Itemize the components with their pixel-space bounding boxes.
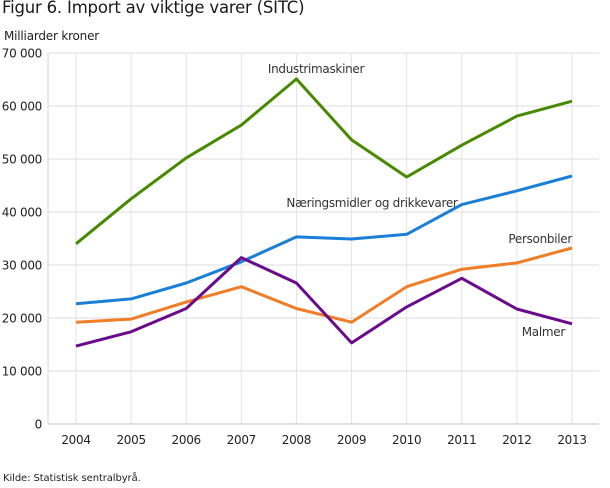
series-label: Personbiler — [508, 232, 572, 246]
series-lines — [75, 77, 573, 348]
x-tick-label: 2012 — [502, 433, 531, 447]
y-tick-label: 30 000 — [2, 259, 42, 273]
series-line-industrimaskiner — [75, 77, 573, 245]
axes — [47, 53, 599, 425]
series-labels: Industrimaskiner Næringsmidler og drikkev… — [268, 62, 573, 339]
y-tick-label: 0 — [35, 418, 42, 432]
y-tick-label: 40 000 — [2, 206, 42, 220]
x-tick-label: 2011 — [447, 433, 476, 447]
y-tick-label: 20 000 — [2, 312, 42, 326]
series-line-næringsmidler-og-drikkevarer — [75, 174, 573, 306]
x-tick-label: 2008 — [282, 433, 311, 447]
series-line-malmer — [75, 256, 573, 348]
x-tick-label: 2010 — [392, 433, 421, 447]
y-axis-unit-label: Milliarder kroner — [4, 29, 99, 43]
series-label: Næringsmidler og drikkevarer — [286, 196, 458, 210]
y-tick-label: 50 000 — [2, 153, 42, 167]
y-tick-labels: 0 10 000 20 000 30 000 40 000 50 000 60 000 70 … — [2, 47, 43, 432]
x-tick-label: 2005 — [116, 433, 145, 447]
y-tick-label: 70 000 — [2, 47, 42, 61]
x-tick-labels: 2004 2005 2006 2007 2008 2009 2010 2011 2012 2013 — [61, 433, 587, 447]
x-tick-label: 2007 — [227, 433, 256, 447]
y-tick-label: 10 000 — [2, 365, 42, 379]
chart-title: Figur 6. Import av viktige varer (SITC) — [2, 0, 305, 17]
series-label: Industrimaskiner — [268, 62, 365, 76]
series-label: Malmer — [522, 325, 566, 339]
y-tick-label: 60 000 — [2, 100, 42, 114]
x-tick-label: 2006 — [172, 433, 201, 447]
series-line-personbiler — [75, 246, 573, 324]
x-tick-label: 2004 — [61, 433, 90, 447]
x-tick-label: 2009 — [337, 433, 366, 447]
x-tick-label: 2013 — [557, 433, 586, 447]
grid-lines — [48, 52, 599, 424]
source-note: Kilde: Statistisk sentralbyrå. — [3, 473, 141, 484]
